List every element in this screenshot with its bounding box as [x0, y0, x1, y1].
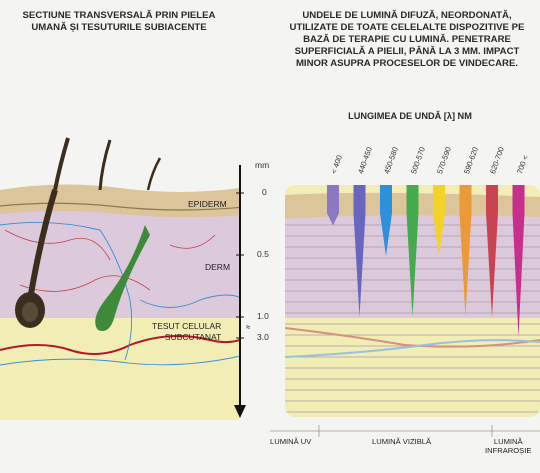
depth-tick-3: 3.0: [257, 332, 269, 342]
wavelength-label: 450-580: [382, 145, 400, 176]
spectrum-axis: [270, 425, 540, 437]
spectrum-uv: LUMINĂ UV: [270, 437, 312, 446]
wavelength-beam: [459, 185, 472, 317]
wavelength-beam: [327, 185, 339, 226]
label-epidermis: EPIDERM: [188, 199, 227, 209]
wavelength-label: 570-590: [435, 145, 453, 176]
wavelength-beam: [486, 185, 498, 317]
dermis-layer: [0, 200, 240, 318]
wavelength-beam: [380, 185, 392, 256]
depth-arrow-icon: [234, 405, 246, 418]
blood-vessel-blue: [0, 221, 240, 366]
wavelength-beam: [353, 185, 366, 317]
wavelength-label: 700 <: [514, 153, 530, 176]
label-dermis: DERM: [205, 262, 231, 272]
scale-break-icon: ≈: [246, 322, 250, 332]
label-subcutaneous: TESUT CELULAR SUBCUTANAT: [152, 321, 222, 342]
wavelength-title: LUNGIMEA DE UNDĂ [λ] NM: [348, 111, 472, 121]
depth-tick-1: 0.5: [257, 249, 269, 259]
depth-tick-2: 1.0: [257, 311, 269, 321]
wavelength-beam: [512, 185, 525, 337]
wavelength-label: < 400: [329, 153, 345, 176]
spectrum-visible: LUMINĂ VIZIBLĂ: [372, 437, 432, 446]
skin-cross-section: ≈: [0, 137, 250, 420]
wavelength-beam: [433, 185, 445, 256]
blood-vessel-red: [0, 335, 240, 355]
left-title: SECTIUNE TRANSVERSALĂ PRIN PIELEA UMANĂ …: [22, 10, 216, 33]
wavelength-label: 620-700: [488, 145, 506, 176]
right-title: UNDELE DE LUMINĂ DIFUZĂ, NEORDONATĂ, UTI…: [289, 10, 525, 69]
hair-shaft: [27, 189, 58, 301]
spectrum-infrared: LUMINĂ INFRAROȘIE: [485, 437, 532, 455]
wavelength-label: 500-570: [408, 145, 427, 176]
penetration-diagram: [285, 185, 540, 417]
wavelength-label: 590-620: [461, 145, 480, 176]
wavelength-beam: [406, 185, 419, 317]
depth-unit: mm: [255, 160, 270, 170]
sweat-gland: [95, 225, 150, 331]
depth-tick-0: 0: [262, 187, 267, 197]
wavelength-label: 440-450: [355, 145, 374, 176]
